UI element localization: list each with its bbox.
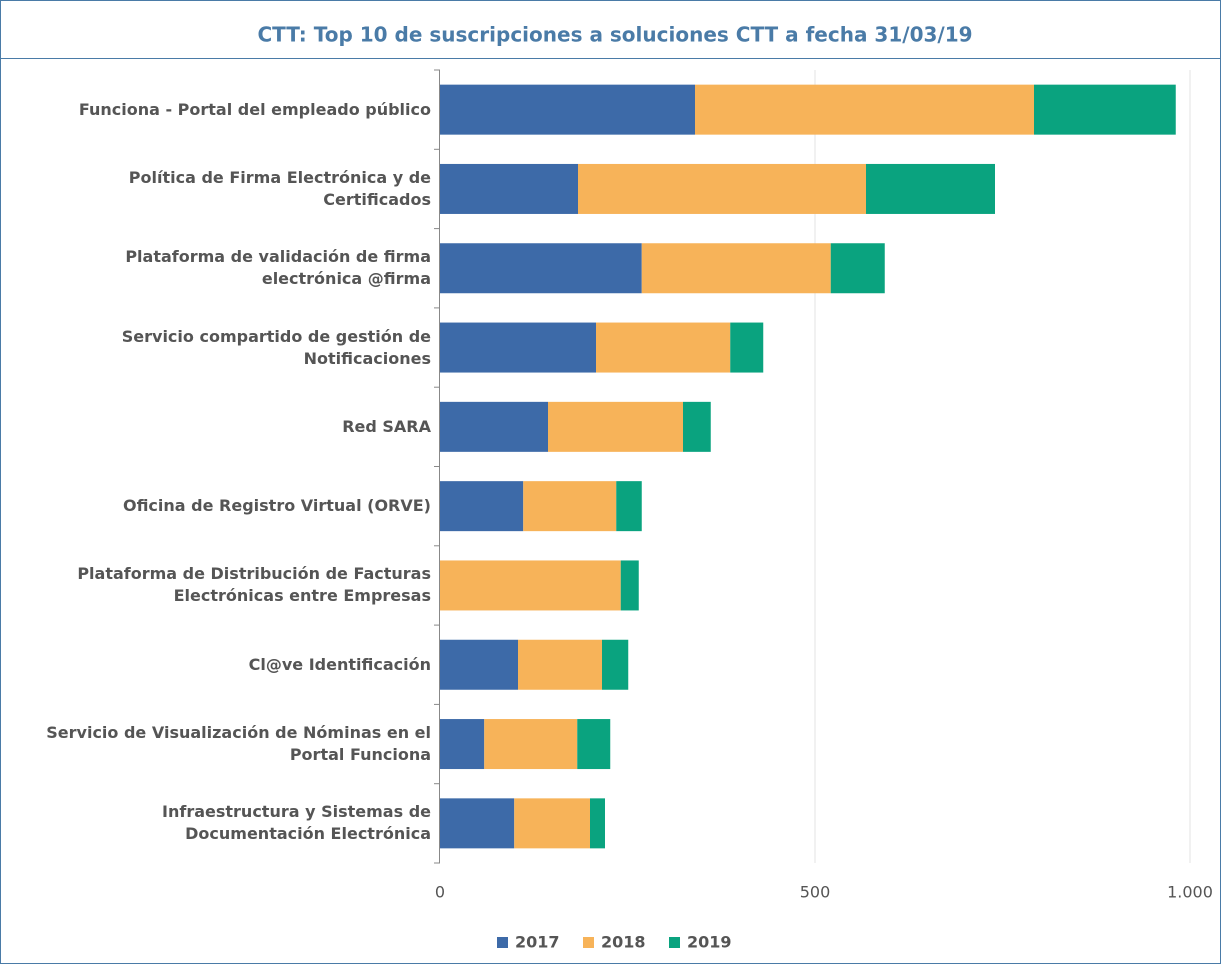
y-tick-label: Red SARA: [342, 416, 431, 436]
x-tick-label: 1.000: [1167, 883, 1213, 902]
y-tick-label: Política de Firma Electrónica y de Certi…: [128, 167, 431, 209]
y-tick-label: Oficina de Registro Virtual (ORVE): [122, 496, 431, 516]
y-tick-label: Plataforma de validación de firma electr…: [125, 247, 431, 289]
bar-segment: [440, 639, 518, 690]
bar-segment: [577, 719, 611, 770]
bar-segment: [440, 798, 515, 849]
bar-segment: [683, 401, 711, 452]
y-tick-label: Infraestructura y Sistemas de Documentac…: [162, 802, 431, 844]
y-tick-label: Funciona - Portal del empleado público: [78, 99, 431, 119]
bar-segment: [578, 163, 866, 214]
bar-segment: [548, 401, 683, 452]
legend-label: 2019: [687, 933, 732, 952]
bar-segment: [440, 719, 485, 770]
chart-title: CTT: Top 10 de suscripciones a solucione…: [257, 23, 972, 47]
bar-segment: [440, 163, 578, 214]
y-tick-label: Cl@ve Identificación: [248, 654, 431, 674]
y-tick-label: Servicio compartido de gestión de Notifi…: [121, 326, 431, 368]
bar-segment: [440, 322, 596, 373]
legend-label: 2018: [601, 933, 646, 952]
bar-segment: [620, 560, 639, 611]
bar-segment: [866, 163, 995, 214]
bar-segment: [730, 322, 764, 373]
legend-swatch: [497, 937, 508, 948]
bar-segment: [596, 322, 731, 373]
bar-segment: [440, 243, 642, 294]
bar-segment: [518, 639, 602, 690]
bar-segment: [830, 243, 885, 294]
y-tick-label: Servicio de Visualización de Nóminas en …: [46, 723, 431, 765]
legend-swatch: [583, 937, 594, 948]
bar-segment: [590, 798, 605, 849]
x-tick-label: 0: [435, 883, 445, 902]
bar-segment: [602, 639, 629, 690]
legend-label: 2017: [515, 933, 560, 952]
bar-segment: [523, 481, 617, 532]
bar-segment: [616, 481, 642, 532]
bar-segment: [514, 798, 590, 849]
bar-segment: [484, 719, 578, 770]
bar-segment: [695, 84, 1034, 135]
bar-segment: [1034, 84, 1176, 135]
legend-swatch: [669, 937, 680, 948]
x-tick-label: 500: [800, 883, 831, 902]
bar-segment: [641, 243, 831, 294]
bar-segment: [440, 481, 524, 532]
bar-segment: [440, 560, 621, 611]
bar-segment: [440, 84, 695, 135]
bar-segment: [440, 401, 548, 452]
y-tick-label: Plataforma de Distribución de Facturas E…: [77, 564, 431, 606]
